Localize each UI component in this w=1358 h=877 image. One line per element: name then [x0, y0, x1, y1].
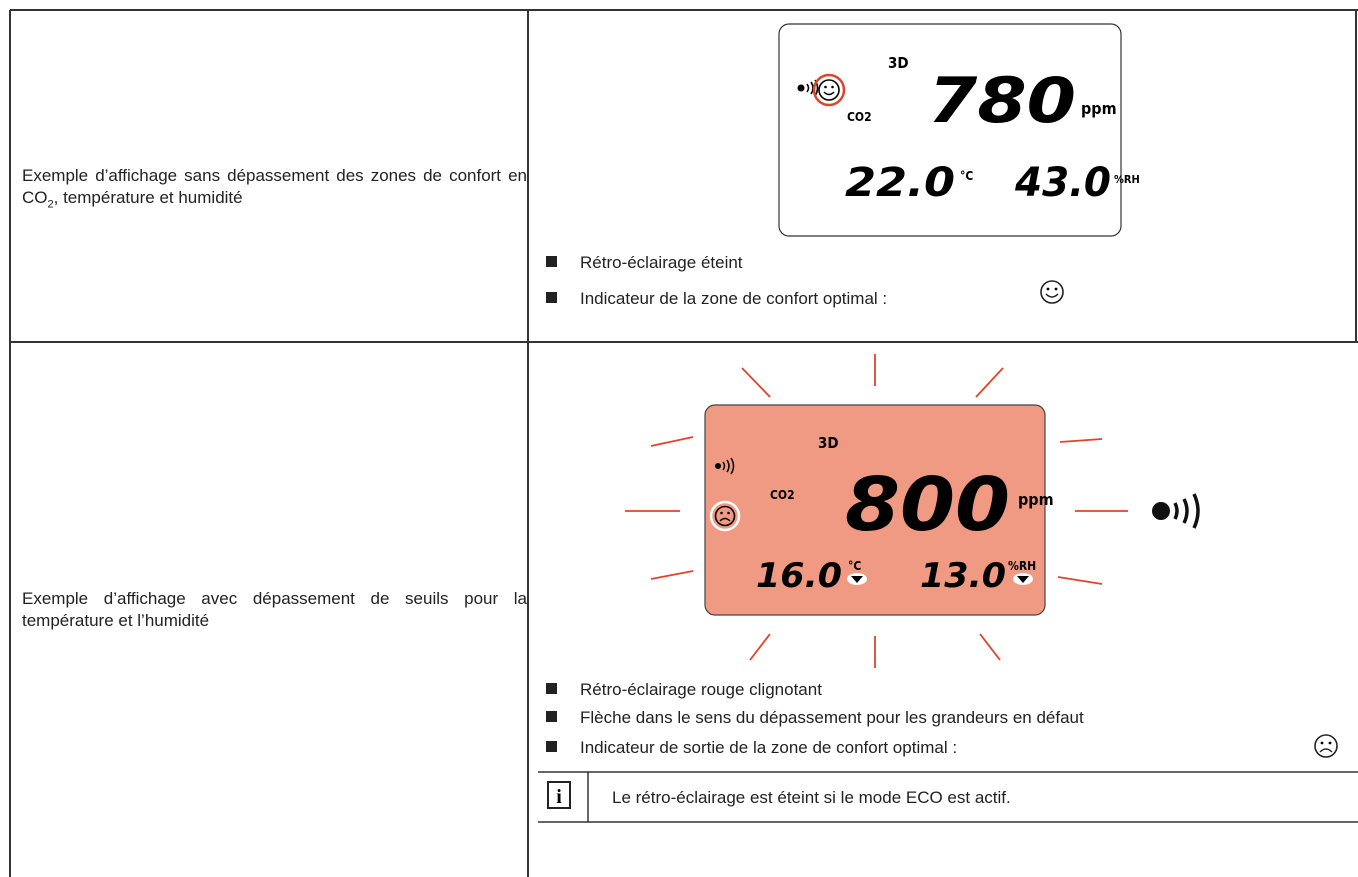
lcd-co2-unit: ppm: [1018, 490, 1054, 509]
lcd-mode: 3D: [818, 434, 839, 452]
bullet-text: Rétro-éclairage rouge clignotant: [580, 680, 822, 699]
signal-icon: [1152, 494, 1198, 528]
desc-text: , température et humidité: [54, 188, 243, 207]
table-drawing: 3D CO2 780 ppm 22.0 °C 43.0 %RH Rétro-éc…: [0, 0, 1358, 877]
bullet-text: Flèche dans le sens du dépassement pour …: [580, 708, 1084, 727]
lcd-temp-value: 22.0: [845, 160, 955, 206]
bullet-text: Indicateur de sortie de la zone de confo…: [580, 738, 957, 757]
bullet-text: Rétro-éclairage éteint: [580, 253, 743, 272]
desc-text: Exemple d’affichage sans dépassement des…: [22, 166, 527, 185]
page: 3D CO2 780 ppm 22.0 °C 43.0 %RH Rétro-éc…: [0, 0, 1358, 877]
sad-icon: [1315, 735, 1337, 757]
row-description: Exemple d’affichage avec dépassement de …: [22, 588, 527, 632]
desc-text: Exemple d’affichage avec dépassement de …: [22, 589, 527, 630]
lcd-mode: 3D: [888, 54, 909, 72]
lcd-co2-value: 780: [928, 64, 1076, 137]
lcd-co2-value: 800: [845, 462, 1010, 548]
svg-text:i: i: [556, 786, 562, 808]
desc-chem: CO: [22, 188, 48, 207]
lcd-hum-unit: %RH: [1114, 173, 1140, 186]
bullet-text: Indicateur de la zone de confort optimal…: [580, 289, 887, 308]
lcd-hum-unit: %RH: [1008, 559, 1036, 573]
smiley-icon: [1041, 281, 1063, 303]
lcd-hum-value: 43.0: [1014, 160, 1111, 206]
lcd-temp-value: 16.0: [756, 556, 842, 596]
lcd-temp-unit: °C: [960, 169, 973, 183]
lcd-temp-unit: °C: [848, 559, 861, 573]
row-description: Exemple d’affichage sans dépassement des…: [22, 165, 527, 215]
lcd-co2-label: CO2: [847, 110, 872, 124]
lcd-co2-label: CO2: [770, 488, 795, 502]
note-text: Le rétro-éclairage est éteint si le mode…: [612, 788, 1011, 807]
lcd-co2-unit: ppm: [1081, 99, 1117, 118]
lcd-hum-value: 13.0: [920, 556, 1006, 596]
